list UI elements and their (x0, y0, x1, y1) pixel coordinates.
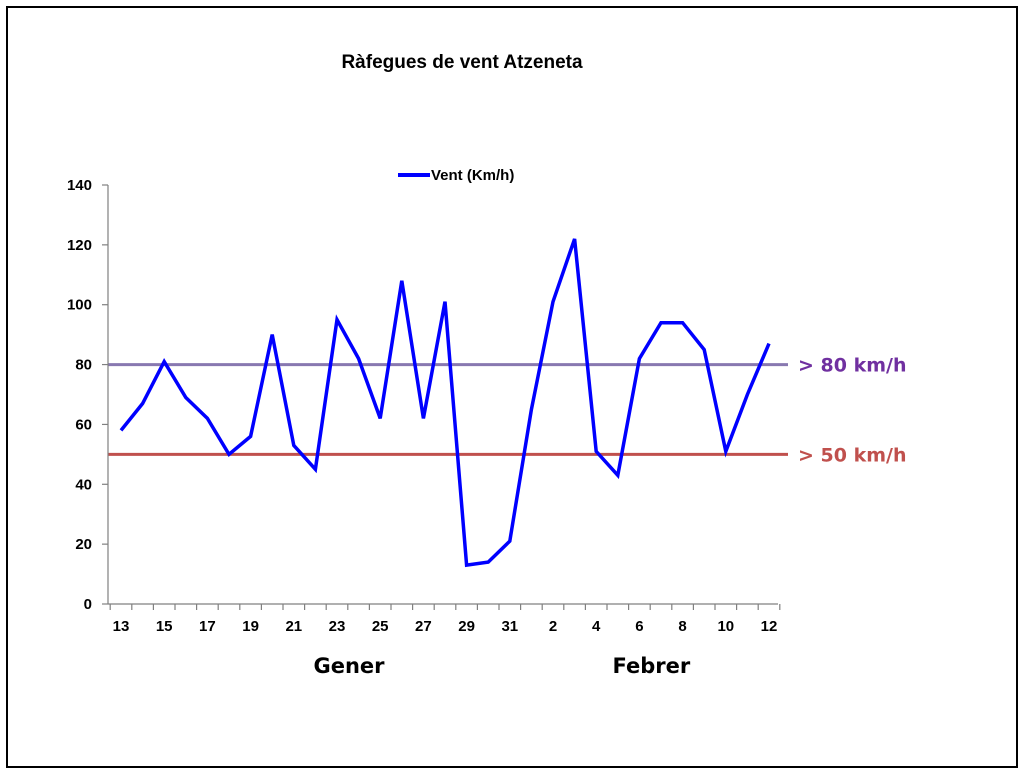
x-tick-label: 29 (458, 618, 475, 635)
x-tick-label: 12 (761, 618, 778, 635)
y-tick-label: 140 (67, 177, 92, 194)
y-tick-label: 20 (75, 536, 92, 553)
x-tick-label: 21 (285, 618, 302, 635)
chart-title: Ràfegues de vent Atzeneta (341, 52, 583, 73)
x-tick-label: 6 (635, 618, 643, 635)
x-tick-label: 13 (113, 618, 130, 635)
legend-label: Vent (Km/h) (431, 167, 514, 184)
x-tick-label: 4 (592, 618, 601, 635)
y-tick-label: 60 (75, 416, 92, 433)
x-tick-label: 23 (329, 618, 346, 635)
chart-frame (6, 6, 1018, 768)
month-label: Febrer (613, 654, 691, 678)
reference-label: > 80 km/h (798, 355, 907, 377)
y-tick-label: 40 (75, 476, 92, 493)
x-tick-label: 8 (678, 618, 686, 635)
x-tick-label: 27 (415, 618, 432, 635)
x-tick-label: 19 (242, 618, 259, 635)
legend: Vent (Km/h) (398, 167, 514, 184)
x-tick-label: 25 (372, 618, 389, 635)
x-tick-label: 15 (156, 618, 173, 635)
x-tick-label: 31 (501, 618, 518, 635)
x-tick-label: 17 (199, 618, 216, 635)
month-label: Gener (313, 654, 385, 678)
y-tick-label: 120 (67, 237, 92, 254)
x-tick-label: 2 (549, 618, 557, 635)
y-tick-label: 80 (75, 357, 92, 374)
y-tick-label: 0 (84, 596, 92, 613)
y-tick-label: 100 (67, 297, 92, 314)
series-line (119, 238, 771, 568)
x-tick-label: 10 (717, 618, 734, 635)
reference-label: > 50 km/h (798, 444, 907, 466)
